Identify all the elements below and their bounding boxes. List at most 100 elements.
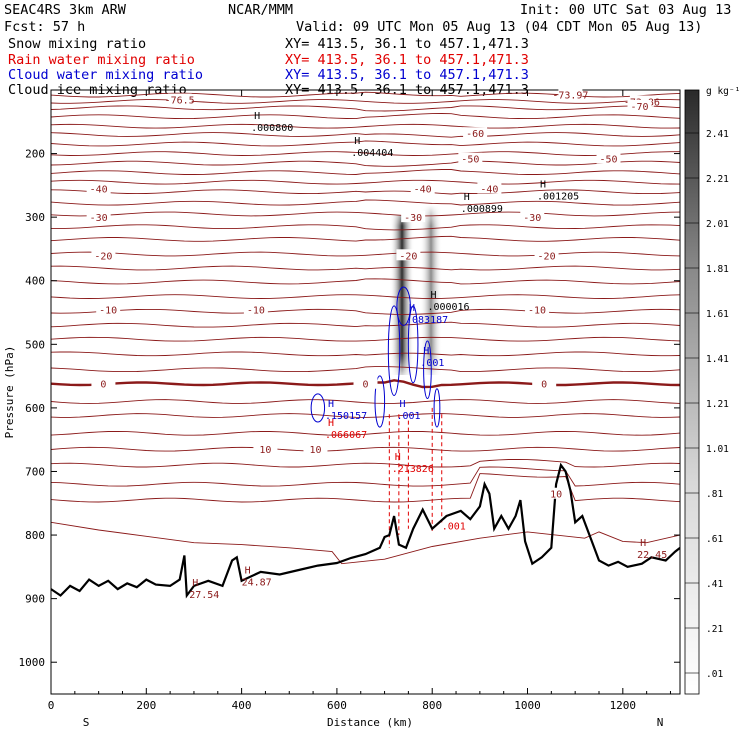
temperature-label: -50 xyxy=(599,155,617,166)
temperature-contour-labels: -76.5-73.97-73.86-70-60-50-50-40-40-40-3… xyxy=(86,88,660,501)
max-value: .001 xyxy=(442,521,466,532)
temperature-label: -10 xyxy=(99,305,117,316)
colorbar-tick-label: 1.01 xyxy=(706,444,729,455)
temperature-label: 0 xyxy=(362,380,368,391)
isotherm-line xyxy=(51,351,680,357)
x-tick-label: 400 xyxy=(232,699,252,712)
temperature-label: -10 xyxy=(528,305,546,316)
temperature-label-bg xyxy=(477,182,502,194)
temperature-label-bg xyxy=(303,443,328,455)
colorbar-tick-label: .81 xyxy=(706,489,723,500)
max-marker: H xyxy=(328,399,334,410)
isotherm-line xyxy=(51,265,680,271)
max-marker: H xyxy=(328,418,334,429)
isotherm-line xyxy=(51,160,680,167)
colorbar: g kg⁻¹ 2.41 2.21 2.01 1.81 1.61 1.41 1.21 1.01.… xyxy=(684,86,740,695)
colorbar-tick-label: 1.41 xyxy=(706,354,729,365)
isotherm-line xyxy=(51,235,680,242)
header-svg: SEAC4RS 3km ARW Fcst: 57 h NCAR/MMM Init… xyxy=(4,2,731,98)
isotherm-line xyxy=(51,321,680,328)
temperature-label: -73.97 xyxy=(552,90,588,101)
x-axis-right-end-label: N xyxy=(657,716,664,729)
max-marker: H xyxy=(640,538,646,549)
temperature-label-bg xyxy=(525,303,550,315)
cloud-water-contour xyxy=(310,393,326,423)
temperature-label-bg xyxy=(91,377,116,389)
max-value: .001205 xyxy=(537,191,579,202)
model-label: SEAC4RS 3km ARW xyxy=(4,2,127,18)
temperature-label-bg xyxy=(91,249,116,261)
colorbar-tick-label: 2.41 xyxy=(706,129,729,140)
max-value: 22.45 xyxy=(637,550,667,561)
y-tick-label: 800 xyxy=(25,529,45,542)
max-marker: H xyxy=(540,179,546,190)
isotherm-line xyxy=(51,413,680,418)
isotherm-line xyxy=(51,521,680,565)
y-tick-label: 500 xyxy=(25,338,45,351)
isotherm-line xyxy=(51,366,680,373)
temperature-label-bg xyxy=(544,487,569,499)
temperature-label: -76.5 xyxy=(165,96,195,107)
max-marker: H xyxy=(354,136,360,147)
y-tick-label: 900 xyxy=(25,593,45,606)
temperature-label-bg xyxy=(463,127,488,139)
x-tick-label: 0 xyxy=(48,699,55,712)
cloud-water-contour xyxy=(407,305,419,384)
max-marker: H xyxy=(409,303,415,314)
temperature-label: 0 xyxy=(100,380,106,391)
temperature-label: -20 xyxy=(94,251,112,262)
temperature-label: -10 xyxy=(247,305,265,316)
plot-frame xyxy=(50,89,681,695)
plot-area xyxy=(51,91,680,599)
colorbar-tick-label: 1.61 xyxy=(706,309,729,320)
max-value: .213826 xyxy=(392,464,434,475)
max-marker: H xyxy=(395,452,401,463)
isotherm-line xyxy=(51,430,680,436)
y-tick-label: 300 xyxy=(25,211,45,224)
max-value: .083187 xyxy=(406,315,448,326)
max-marker: H xyxy=(464,192,470,203)
x-tick-label: 200 xyxy=(136,699,156,712)
colorbar-scale xyxy=(684,89,700,695)
temperature-label-bg xyxy=(458,152,483,164)
max-value: 24.87 xyxy=(242,577,272,588)
max-value: .000800 xyxy=(251,123,293,134)
max-value: .001 xyxy=(420,358,444,369)
colorbar-tick-label: 1.81 xyxy=(706,264,729,275)
isotherm-line xyxy=(51,123,680,129)
temperature-label: -30 xyxy=(523,213,541,224)
temperature-label-bg xyxy=(534,249,559,261)
x-tick-label: 600 xyxy=(327,699,347,712)
isotherm-line xyxy=(51,199,680,206)
max-marker: H xyxy=(245,565,251,576)
x-tick-label: 1200 xyxy=(610,699,637,712)
temperature-label: 10 xyxy=(550,490,562,501)
init-time: Init: 00 UTC Sat 03 Aug 13 xyxy=(520,2,731,18)
temperature-label: 10 xyxy=(309,445,321,456)
terrain-line xyxy=(51,462,680,599)
cloud-water-contour xyxy=(396,286,411,326)
field-label-cloudwater: Cloud water mixing ratio xyxy=(8,67,203,83)
temperature-label: -70 xyxy=(630,102,648,113)
colorbar-tick-label: 2.21 xyxy=(706,174,729,185)
temperature-label-bg xyxy=(532,377,557,389)
max-value: .001 xyxy=(396,411,420,422)
isotherm-line xyxy=(51,132,680,138)
snow-shading xyxy=(385,205,445,380)
temperature-label-bg xyxy=(86,182,111,194)
field-xy-snow: XY= 413.5, 36.1 to 457.1,471.3 xyxy=(285,36,529,52)
forecast-hour: Fcst: 57 h xyxy=(4,19,85,35)
max-value: .000899 xyxy=(461,204,503,215)
y-tick-label: 700 xyxy=(25,465,45,478)
temperature-label-bg xyxy=(96,303,121,315)
max-value: .066067 xyxy=(325,430,367,441)
isotherm-line xyxy=(51,336,680,342)
isotherm-line xyxy=(51,113,680,120)
cloud-water-contour xyxy=(374,375,386,428)
isotherm-line xyxy=(51,211,680,217)
temperature-label: -20 xyxy=(399,251,417,262)
y-tick-label: 1000 xyxy=(19,656,46,669)
max-marker: H xyxy=(192,578,198,589)
temperature-label: 0 xyxy=(541,380,547,391)
